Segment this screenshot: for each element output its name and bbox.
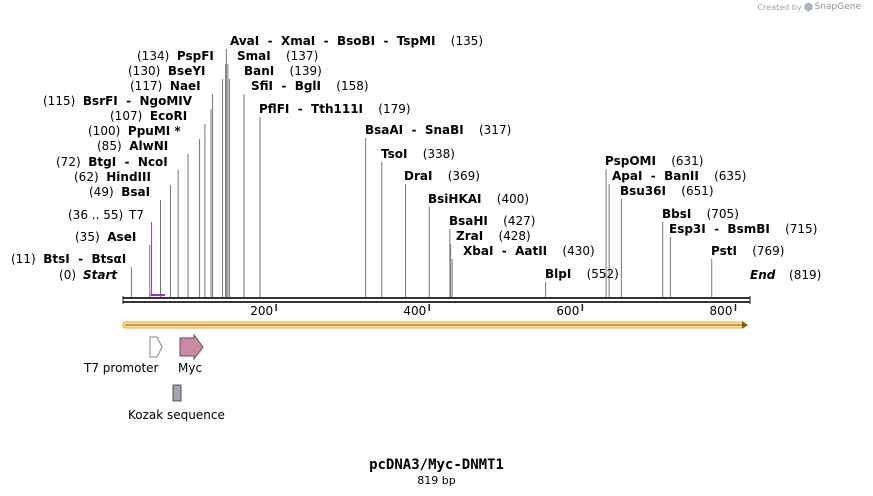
map-title: pcDNA3/Myc-DNMT1 bbox=[369, 457, 504, 473]
ruler-label-600: 600 bbox=[556, 304, 579, 318]
end-label: End bbox=[750, 268, 776, 282]
feature-myc[interactable]: Myc bbox=[178, 333, 204, 375]
t7-promoter-label: T7 promoter bbox=[83, 361, 159, 375]
site-label-psti[interactable]: PstI (769) bbox=[711, 244, 784, 258]
kozak-box[interactable] bbox=[172, 384, 182, 402]
site-label-pflfi[interactable]: PflFI - Tth111I (179) bbox=[259, 102, 411, 116]
site-label-naei[interactable]: (117) NaeI bbox=[130, 79, 201, 93]
site-label-smai[interactable]: SmaI (137) bbox=[237, 49, 318, 63]
site-label-bbsi[interactable]: BbsI (705) bbox=[662, 207, 739, 221]
feature-t7-promoter[interactable]: T7 promoter bbox=[83, 336, 163, 375]
site-label-pspomi[interactable]: PspOMI (631) bbox=[605, 154, 703, 168]
site-label-alwni[interactable]: (85) AlwNI bbox=[97, 139, 168, 153]
snapgene-brand[interactable]: SnapGene bbox=[814, 2, 861, 12]
t7-primer-range: (36 .. 55) bbox=[68, 208, 123, 222]
feature-kozak[interactable]: Kozak sequence bbox=[128, 384, 225, 422]
site-label-bani[interactable]: BanI (139) bbox=[244, 64, 322, 78]
site-label-avai[interactable]: AvaI - XmaI - BsoBI - TspMI (135) bbox=[230, 34, 483, 48]
site-label-asei[interactable]: (35) AseI bbox=[75, 230, 136, 244]
myc-label: Myc bbox=[178, 361, 202, 375]
site-label-hindiii[interactable]: (62) HindIII bbox=[74, 170, 151, 184]
orf-arrow[interactable] bbox=[122, 321, 748, 329]
ruler-label-400: 400 bbox=[403, 304, 426, 318]
ruler: 200 400 600 800 bbox=[250, 304, 737, 318]
site-label-btgi[interactable]: (72) BtgI - NcoI bbox=[56, 155, 168, 169]
site-label-bseyi[interactable]: (130) BseYI bbox=[128, 64, 206, 78]
site-label-zrai[interactable]: ZraI (428) bbox=[456, 229, 531, 243]
credit-prefix: Created by bbox=[757, 2, 802, 12]
site-labels: (11) BtsI - BtsαI (35) AseI (49) BsaI(62) … bbox=[11, 34, 817, 281]
site-label-bsu36i[interactable]: Bsu36I (651) bbox=[620, 184, 714, 198]
site-label-drai[interactable]: DraI (369) bbox=[404, 169, 480, 183]
site-label-pspfi[interactable]: (134) PspFI bbox=[137, 49, 214, 63]
site-label-esp3i[interactable]: Esp3I - BsmBI (715) bbox=[669, 222, 817, 236]
created-by-credit: Created by SnapGene bbox=[758, 2, 861, 12]
site-label-bsihkai[interactable]: BsiHKAI (400) bbox=[428, 192, 529, 206]
site-label-btsi[interactable]: (11) BtsI - BtsαI bbox=[11, 252, 126, 266]
ruler-label-200: 200 bbox=[250, 304, 273, 318]
site-label-bsai[interactable]: (49) BsaI bbox=[89, 185, 150, 199]
site-label-xbai[interactable]: XbaI - AatII (430) bbox=[463, 244, 595, 258]
site-label-ppumi[interactable]: (100) PpuMI * bbox=[88, 124, 181, 138]
t7-promoter-arrow[interactable] bbox=[149, 336, 163, 358]
orf-arrowhead bbox=[742, 321, 748, 329]
snapgene-logo-icon bbox=[804, 2, 813, 12]
end-position: (819) bbox=[789, 268, 821, 282]
myc-arrow[interactable] bbox=[179, 333, 204, 361]
ruler-label-800: 800 bbox=[710, 304, 733, 318]
start-position: (0) bbox=[59, 268, 76, 282]
map-length: 819 bp bbox=[417, 474, 456, 487]
site-label-bsrfi[interactable]: (115) BsrFI - NgoMIV bbox=[43, 94, 193, 108]
site-label-bsaai[interactable]: BsaAI - SnaBI (317) bbox=[365, 123, 511, 137]
site-lines bbox=[130, 49, 713, 298]
start-label: Start bbox=[83, 268, 118, 282]
kozak-label: Kozak sequence bbox=[128, 408, 225, 422]
site-label-sfii[interactable]: SfiI - BglI (158) bbox=[251, 79, 369, 93]
site-label-blpi[interactable]: BlpI (552) bbox=[545, 267, 619, 281]
t7-primer-name[interactable]: T7 bbox=[128, 208, 144, 222]
site-label-tsoi[interactable]: TsoI (338) bbox=[381, 147, 455, 161]
site-label-apai[interactable]: ApaI - BanII (635) bbox=[612, 169, 746, 183]
site-label-bsahi[interactable]: BsaHI (427) bbox=[449, 214, 535, 228]
site-label-ecori[interactable]: (107) EcoRI bbox=[110, 109, 187, 123]
